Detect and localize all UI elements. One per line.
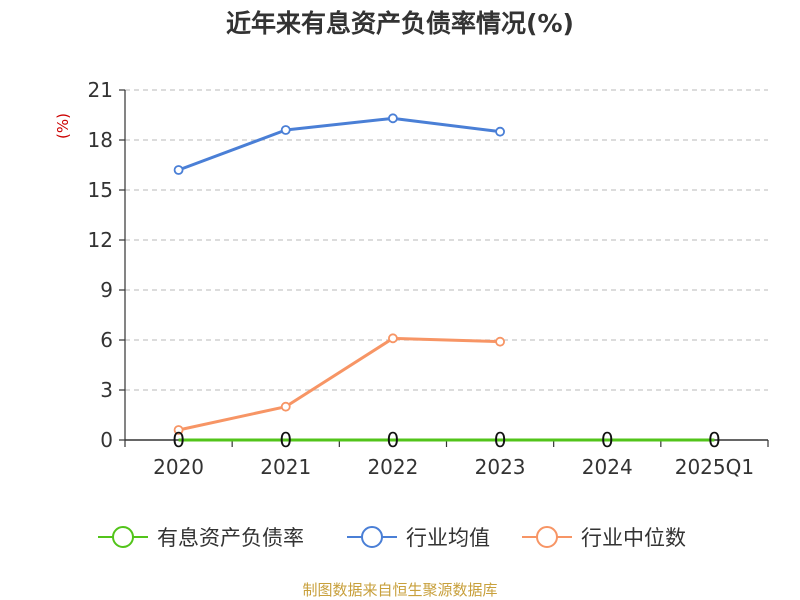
y-axis-unit: (%) [54,113,72,139]
grid-lines [125,89,768,391]
x-tick-label: 2021 [260,455,311,479]
legend: 有息资产负债率 行业均值 行业中位数 [98,526,686,550]
y-tick-label: 15 [88,178,113,202]
x-tick-label: 2023 [475,455,526,479]
data-label: 0 [708,428,721,452]
data-point [280,401,291,412]
y-tick-label: 12 [88,228,113,252]
legend-label: 有息资产负债率 [157,526,304,550]
legend-label: 行业中位数 [581,526,686,550]
data-point [495,336,505,347]
axes [119,89,769,447]
y-tick-labels: 0 3 6 9 12 15 18 21 [88,78,113,452]
x-tick-label: 2022 [367,455,418,479]
legend-label: 行业均值 [406,526,490,550]
data-point [388,333,398,344]
source-note: 制图数据来自恒生聚源数据库 [302,581,497,599]
data-point [173,165,184,175]
y-tick-label: 6 [100,328,113,352]
legend-marker [361,526,383,548]
data-point [388,113,398,124]
data-label: 0 [387,428,400,452]
data-label: 0 [494,428,507,452]
data-label: 0 [279,428,292,452]
x-tick-label: 2025Q1 [675,455,754,479]
y-tick-label: 3 [100,378,113,402]
y-tick-label: 9 [100,278,113,302]
data-label: 0 [172,428,185,452]
data-point [495,126,505,137]
chart-title: 近年来有息资产负债率情况(%) [226,9,574,38]
y-tick-label: 21 [88,78,113,102]
legend-marker [536,526,558,548]
x-tick-label: 2020 [153,455,204,479]
legend-marker [112,526,134,548]
data-point [173,425,184,435]
y-tick-label: 0 [100,428,113,452]
data-label: 0 [601,428,614,452]
series-line [178,116,501,172]
y-tick-label: 18 [88,128,113,152]
series-group: 0 0 0 0 0 0 [172,113,721,452]
x-tick-label: 2024 [582,455,633,479]
series-line [178,336,501,432]
data-point [280,125,291,135]
x-tick-labels: 2020 2021 2022 2023 2024 2025Q1 [153,455,754,479]
